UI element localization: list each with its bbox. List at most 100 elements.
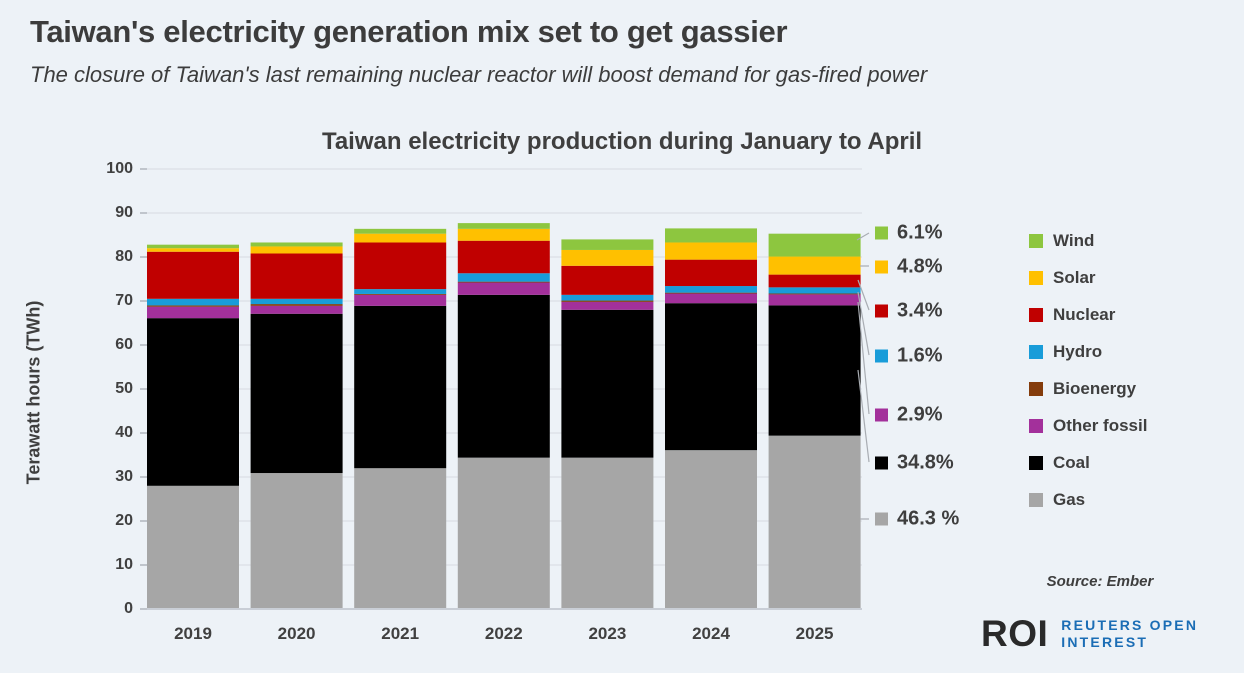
roi-logo-line2: INTEREST xyxy=(1061,634,1149,650)
bar-segment-2020-nuclear xyxy=(250,253,343,299)
wind-legend-swatch-icon xyxy=(1029,234,1043,248)
bar-segment-2021-coal xyxy=(354,305,447,469)
bar-segment-2021-nuclear xyxy=(354,242,447,290)
legend-label-wind: Wind xyxy=(1053,231,1095,250)
legend-label-solar: Solar xyxy=(1053,268,1096,287)
callout-line-coal xyxy=(857,369,870,463)
bar-segment-2020-gas xyxy=(250,473,343,609)
legend-item-gas: Gas xyxy=(1029,490,1085,510)
nuclear-swatch-icon xyxy=(875,304,888,318)
bar-segment-2023-coal xyxy=(561,309,654,458)
callout-label-nuclear: 3.4% xyxy=(897,299,943,322)
bar-segment-2021-solar xyxy=(354,233,447,243)
x-tick-label-2019: 2019 xyxy=(174,624,212,643)
bar-segment-2023-bioenergy xyxy=(561,300,654,302)
bar-segment-2023-solar xyxy=(561,249,654,266)
hydro-legend-swatch-icon xyxy=(1029,345,1043,359)
bar-segment-2023-hydro xyxy=(561,294,654,301)
bar-segment-2024-gas xyxy=(665,450,757,609)
other-fossil-swatch-icon xyxy=(875,408,888,422)
legend-label-hydro: Hydro xyxy=(1053,342,1103,361)
gas-legend-swatch-icon xyxy=(1029,493,1043,507)
legend-item-bioenergy: Bioenergy xyxy=(1029,379,1136,399)
bar-segment-2024-hydro xyxy=(665,286,757,293)
bar-segment-2021-wind xyxy=(354,228,447,234)
legend-label-bioenergy: Bioenergy xyxy=(1053,379,1137,398)
roi-logo-wordmark: REUTERS OPEN INTEREST xyxy=(1061,617,1198,651)
bar-segment-2020-bioenergy xyxy=(250,304,343,306)
source-attribution: Source: Ember xyxy=(1046,573,1154,590)
bar-segment-2022-hydro xyxy=(457,273,550,282)
legend-item-coal: Coal xyxy=(1029,453,1090,473)
bar-segment-2023-other-fossil xyxy=(561,301,654,310)
bar-segment-2019-nuclear xyxy=(147,251,239,299)
bar-segment-2020-hydro xyxy=(250,298,343,305)
bar-segment-2022-coal xyxy=(457,294,550,458)
callout-hydro: 1.6% xyxy=(875,345,943,368)
x-tick-label-2020: 2020 xyxy=(277,624,316,643)
bar-segment-2022-solar xyxy=(457,228,550,241)
legend-item-other-fossil: Other fossil xyxy=(1029,416,1147,436)
bar-segment-2020-coal xyxy=(250,313,343,474)
y-tick-label-30: 30 xyxy=(115,468,133,485)
callout-line-nuclear xyxy=(857,279,870,311)
y-tick-label-0: 0 xyxy=(124,600,133,617)
bar-segment-2021-gas xyxy=(354,468,447,609)
bar-segment-2023-wind xyxy=(561,239,654,250)
bar-segment-2020-solar xyxy=(250,246,343,254)
page-subtitle: The closure of Taiwan's last remaining n… xyxy=(30,62,928,87)
roi-logo-line1: REUTERS OPEN xyxy=(1061,617,1199,633)
bioenergy-legend-swatch-icon xyxy=(1029,382,1043,396)
legend-label-nuclear: Nuclear xyxy=(1053,305,1116,324)
bar-segment-2025-gas xyxy=(768,435,861,609)
reuters-open-interest-logo: ROI REUTERS OPEN INTEREST xyxy=(981,613,1198,655)
coal-swatch-icon xyxy=(875,456,888,470)
bar-segment-2021-bioenergy xyxy=(354,293,447,295)
legend-label-gas: Gas xyxy=(1053,490,1086,509)
solar-swatch-icon xyxy=(875,260,888,274)
bar-segment-2022-nuclear xyxy=(457,240,550,274)
callout-line-hydro xyxy=(857,291,870,356)
coal-legend-swatch-icon xyxy=(1029,456,1043,470)
bar-segment-2024-wind xyxy=(665,228,757,243)
bar-segment-2023-nuclear xyxy=(561,265,654,295)
y-tick-label-90: 90 xyxy=(115,204,133,221)
callout-solar: 4.8% xyxy=(875,256,943,279)
bar-segment-2024-bioenergy xyxy=(665,292,757,294)
callout-other-fossil: 2.9% xyxy=(875,404,943,427)
legend-label-other-fossil: Other fossil xyxy=(1053,416,1148,435)
legend-item-solar: Solar xyxy=(1029,268,1096,288)
bar-segment-2021-other-fossil xyxy=(354,294,447,306)
other-fossil-legend-swatch-icon xyxy=(1029,419,1043,433)
legend-item-nuclear: Nuclear xyxy=(1029,305,1115,325)
bar-segment-2023-gas xyxy=(561,457,654,609)
bar-segment-2025-bioenergy xyxy=(768,293,861,295)
callout-label-coal: 34.8% xyxy=(897,451,954,474)
hydro-swatch-icon xyxy=(875,349,888,363)
bar-segment-2019-gas xyxy=(147,485,239,609)
y-tick-label-80: 80 xyxy=(115,248,133,265)
y-tick-label-70: 70 xyxy=(115,292,133,309)
y-tick-label-100: 100 xyxy=(106,160,133,177)
bar-segment-2020-wind xyxy=(250,242,343,247)
bar-segment-2024-solar xyxy=(665,242,757,260)
bar-segment-2024-nuclear xyxy=(665,259,757,287)
bar-segment-2019-other-fossil xyxy=(147,306,239,319)
bar-segment-2022-gas xyxy=(457,457,550,609)
x-tick-label-2023: 2023 xyxy=(588,624,627,643)
bar-segment-2019-hydro xyxy=(147,298,239,306)
bar-segment-2024-other-fossil xyxy=(665,293,757,304)
legend-item-hydro: Hydro xyxy=(1029,342,1102,362)
y-tick-label-40: 40 xyxy=(115,424,133,441)
bar-segment-2024-coal xyxy=(665,303,757,451)
x-tick-label-2021: 2021 xyxy=(381,624,420,643)
callout-label-wind: 6.1% xyxy=(897,221,943,244)
chart-title: Taiwan electricity production during Jan… xyxy=(321,128,923,155)
legend-item-wind: Wind xyxy=(1029,231,1094,251)
bar-segment-2020-other-fossil xyxy=(250,305,343,314)
y-tick-label-50: 50 xyxy=(115,380,133,397)
bar-segment-2019-solar xyxy=(147,248,239,252)
gas-swatch-icon xyxy=(875,512,888,526)
bar-segment-2025-wind xyxy=(768,233,861,257)
